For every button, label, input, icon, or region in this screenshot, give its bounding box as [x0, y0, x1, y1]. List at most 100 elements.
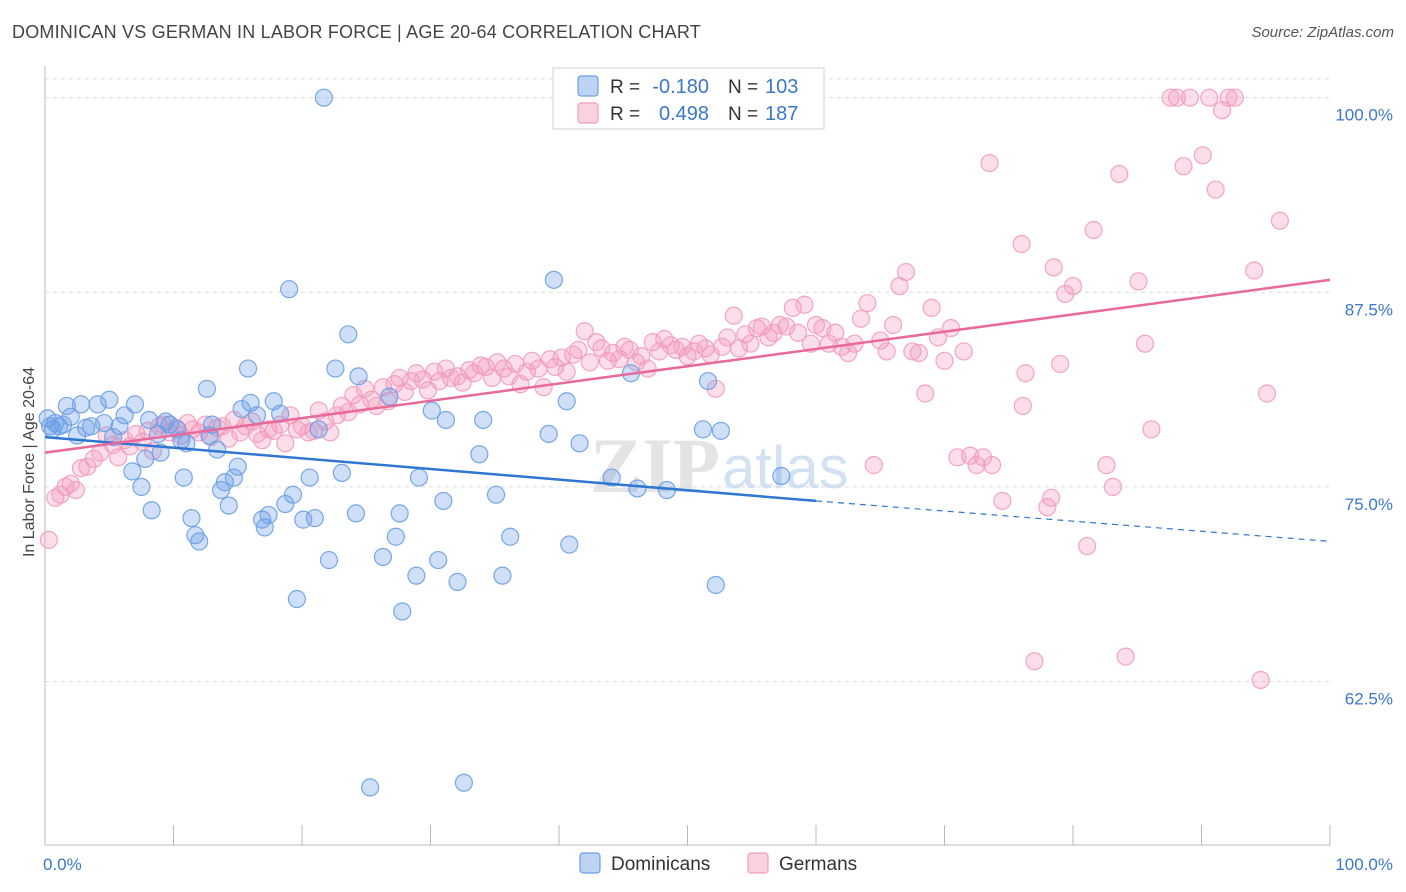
dominicans-point	[339, 325, 358, 344]
germans-point	[1038, 498, 1057, 517]
data-points	[38, 88, 1289, 797]
x-tick-label: 100.0%	[1335, 855, 1393, 874]
germans-point	[1142, 420, 1161, 439]
germans-point	[1167, 88, 1187, 107]
dominicans-point	[276, 494, 295, 514]
x-tick-label: 0.0%	[43, 855, 82, 874]
dominicans-point	[434, 491, 453, 511]
dominicans-point	[693, 420, 713, 439]
dominicans-bottom-label: Dominicans	[611, 854, 710, 875]
watermark: ZIP atlas	[590, 422, 849, 509]
dominicans-point	[380, 387, 399, 406]
dominicans-point	[493, 566, 512, 585]
dominicans-bottom-swatch	[579, 852, 601, 874]
germans-point	[1257, 384, 1277, 403]
dominicans-point	[544, 270, 563, 289]
germans-point	[903, 342, 922, 361]
dominicans-point	[215, 473, 234, 492]
dominicans-point	[232, 399, 251, 419]
germans-point	[557, 362, 576, 381]
dominicans-point	[305, 508, 324, 528]
dominicans-point	[436, 410, 456, 430]
axes: 100.0% 87.5% 75.0% 62.5% 0.0% 100.0% In Labor …	[21, 66, 1393, 874]
dominicans-point	[280, 280, 299, 299]
y-axis-label: In Labor Force | Age 20-64	[21, 367, 38, 557]
germans-point	[1116, 647, 1135, 666]
germans-point	[1270, 211, 1289, 230]
legend-r-label: R =	[610, 104, 640, 125]
germans-point	[993, 491, 1012, 511]
germans-point	[546, 357, 565, 377]
germans-point	[476, 357, 495, 377]
y-tick-label: 62.5%	[1345, 690, 1393, 709]
germans-point	[741, 334, 760, 353]
dominicans-point	[174, 468, 193, 487]
dominicans-point	[287, 589, 306, 609]
dominicans-point	[238, 359, 258, 378]
dominicans-point	[123, 462, 142, 481]
germans-point	[896, 262, 916, 282]
dominicans-point	[706, 575, 725, 595]
dominicans-point	[71, 395, 91, 414]
germans-point	[1245, 261, 1264, 280]
y-tick-label: 100.0%	[1335, 106, 1393, 125]
germans-point	[736, 325, 755, 344]
germans-point	[1012, 234, 1031, 254]
legend-n-value: 187	[765, 103, 798, 125]
germans-point	[1013, 396, 1032, 416]
germans-point	[66, 480, 85, 500]
dominicans-point	[57, 396, 76, 416]
legend-r-value: 0.498	[659, 103, 709, 125]
dominicans-point	[95, 413, 114, 433]
dominicans-point	[602, 468, 621, 487]
germans-point	[724, 306, 743, 325]
germans-point	[1042, 488, 1061, 507]
germans-point	[1103, 477, 1122, 497]
dominicans-point	[349, 367, 368, 386]
germans-point	[1180, 88, 1200, 107]
germans-point	[1206, 180, 1225, 199]
legend-n-label: N =	[728, 104, 758, 125]
germans-point	[864, 456, 883, 475]
germans-point	[71, 459, 91, 478]
legend-n-label: N =	[728, 77, 758, 98]
dominicans-point	[407, 566, 426, 585]
dominicans-point	[53, 415, 73, 434]
dominicans-point	[711, 421, 731, 440]
germans-point	[39, 530, 58, 549]
dominicans-point	[294, 510, 313, 529]
dominicans-point	[61, 407, 80, 426]
germans-point	[883, 315, 903, 335]
dominicans-point	[88, 395, 107, 414]
germans-point	[344, 385, 363, 405]
dominicans-point	[386, 527, 405, 546]
germans-point	[1251, 670, 1270, 690]
germans-point	[877, 342, 896, 361]
germans-legend-swatch	[577, 102, 599, 124]
y-tick-label: 75.0%	[1345, 495, 1393, 514]
germans-point	[1016, 364, 1035, 383]
germans-point	[1135, 334, 1155, 353]
germans-point	[390, 368, 409, 388]
dominicans-point	[560, 535, 579, 554]
dominicans-point	[470, 445, 489, 464]
dominicans-point	[326, 359, 345, 378]
dominicans-point	[390, 504, 409, 523]
germans-point	[1056, 284, 1075, 303]
dominicans-point	[142, 501, 161, 520]
dominicans-point	[208, 440, 227, 459]
germans-point	[788, 323, 808, 342]
germans-point	[1063, 276, 1083, 296]
germans-point	[858, 294, 877, 313]
dominicans-point	[197, 379, 217, 398]
germans-point	[909, 343, 928, 363]
dominicans-point	[219, 496, 238, 515]
germans-point	[517, 362, 536, 381]
dominicans-point	[190, 532, 209, 551]
legend-top: R = -0.180 N = 103 R = 0.498 N = 187	[552, 67, 825, 130]
dominicans-point	[224, 468, 243, 487]
dominicans-point	[314, 88, 333, 107]
dominicans-point	[182, 508, 201, 528]
dominicans-point	[283, 485, 303, 504]
dominicans-point	[151, 443, 170, 462]
